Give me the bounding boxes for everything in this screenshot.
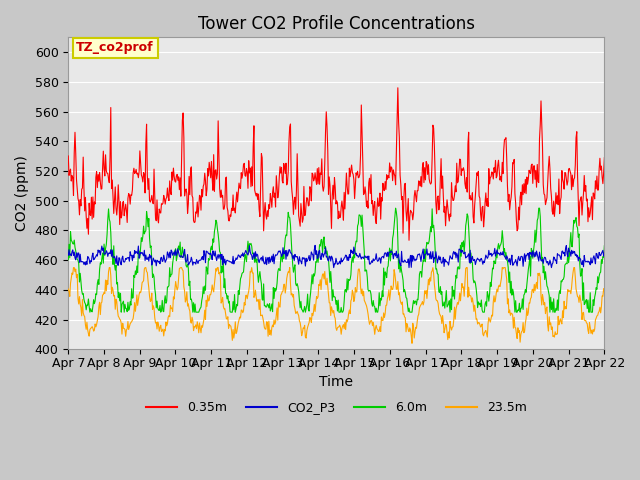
X-axis label: Time: Time xyxy=(319,375,353,389)
Y-axis label: CO2 (ppm): CO2 (ppm) xyxy=(15,156,29,231)
Text: TZ_co2prof: TZ_co2prof xyxy=(76,41,154,54)
Legend: 0.35m, CO2_P3, 6.0m, 23.5m: 0.35m, CO2_P3, 6.0m, 23.5m xyxy=(141,396,532,419)
Title: Tower CO2 Profile Concentrations: Tower CO2 Profile Concentrations xyxy=(198,15,475,33)
